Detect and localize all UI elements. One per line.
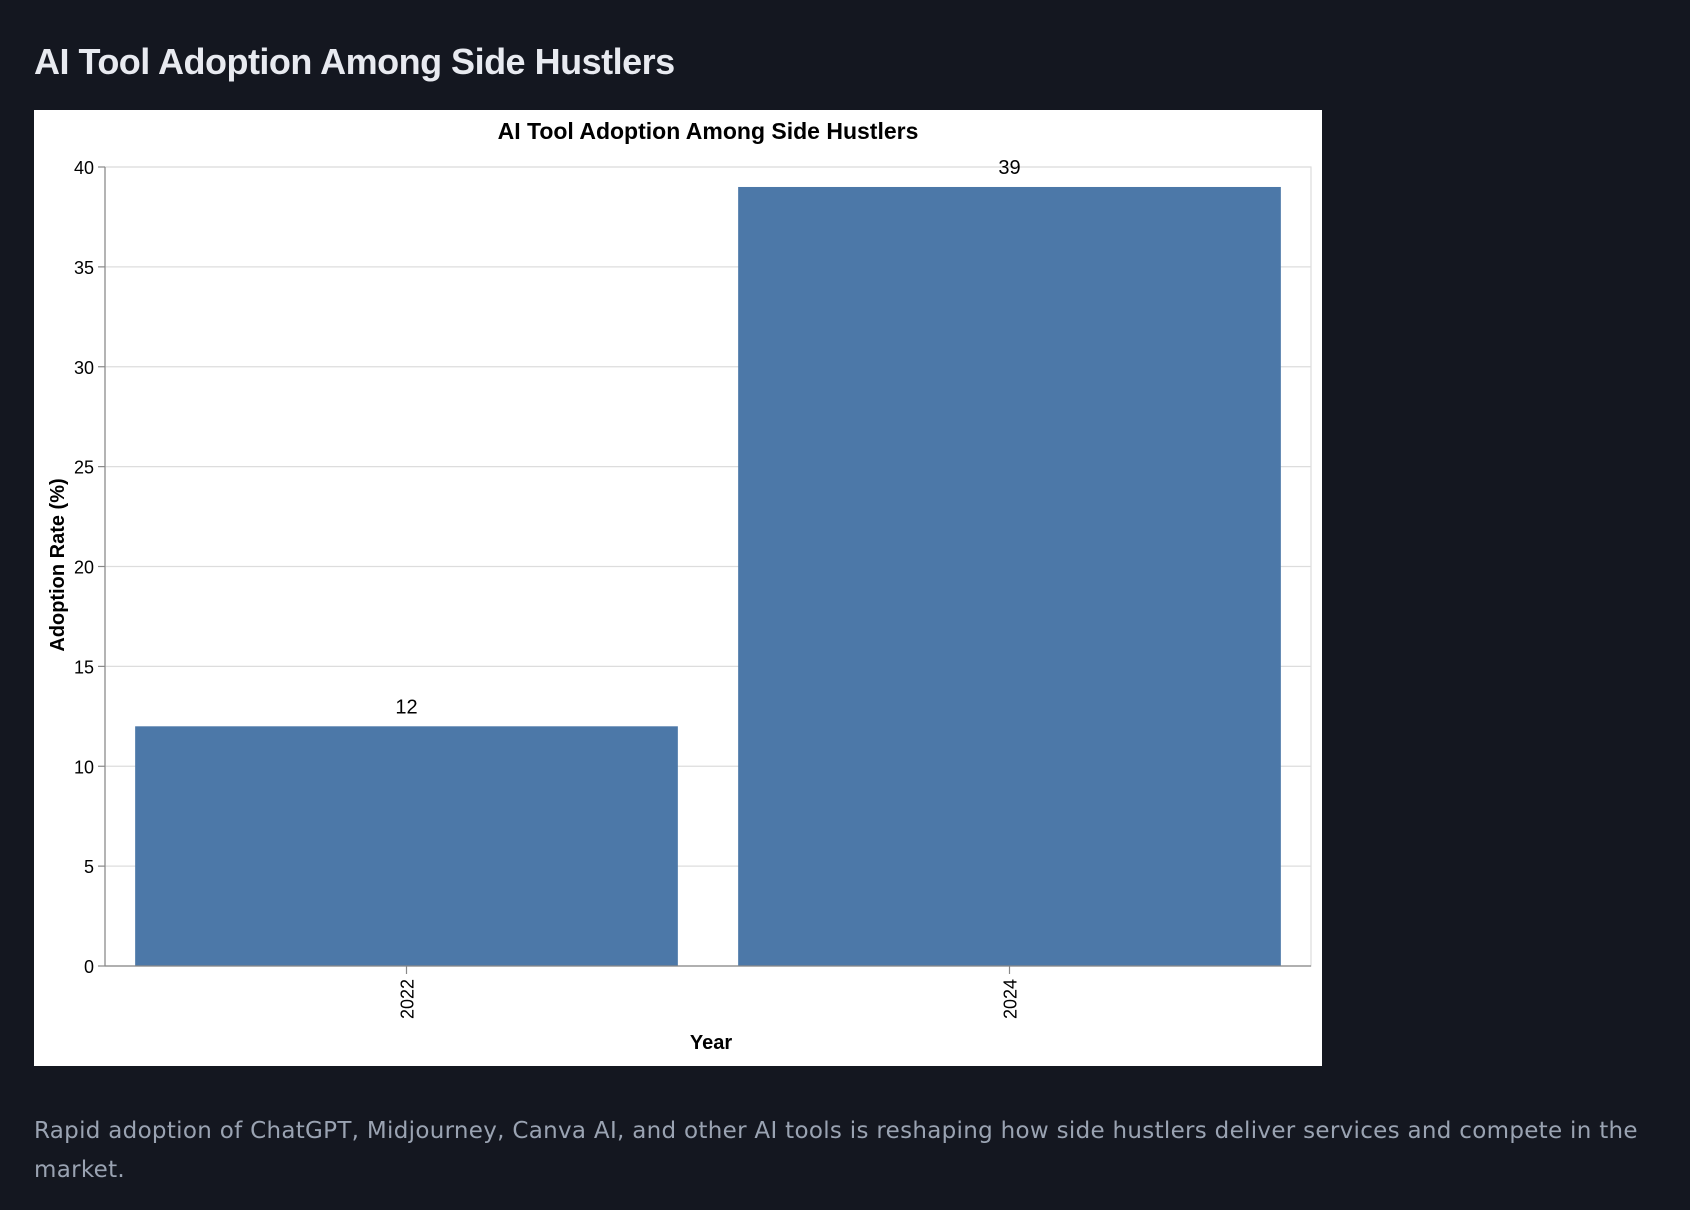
bar-chart: 0 5 10 15 20 25 30 35 40 2022 2024 12 39 AI Tool Ad… [47, 118, 1312, 1054]
bar-2024 [738, 186, 1281, 967]
x-tick-label: 2022 [398, 979, 418, 1019]
y-axis-title: Adoption Rate (%) [47, 478, 69, 651]
y-tick-label: 5 [84, 857, 94, 877]
y-tick-label: 30 [74, 358, 94, 378]
y-tick-label: 25 [74, 458, 94, 478]
y-tick-label: 20 [74, 558, 94, 578]
bar-value-label: 39 [998, 157, 1020, 179]
chart-card: 0 5 10 15 20 25 30 35 40 2022 2024 12 39 AI Tool Ad… [34, 110, 1322, 1066]
page-title: AI Tool Adoption Among Side Hustlers [34, 41, 675, 82]
bar-value-label: 12 [395, 696, 417, 718]
axes: 0 5 10 15 20 25 30 35 40 2022 2024 [74, 158, 1311, 1019]
y-tick-label: 15 [74, 657, 94, 677]
y-tick-label: 40 [74, 158, 94, 178]
bar-2022 [135, 726, 678, 966]
y-tick-label: 35 [74, 258, 94, 278]
y-tick-label: 0 [84, 957, 94, 977]
x-tick-label: 2024 [1001, 979, 1021, 1019]
chart-caption: Rapid adoption of ChatGPT, Midjourney, C… [34, 1118, 1638, 1183]
chart-title: AI Tool Adoption Among Side Hustlers [498, 118, 919, 144]
y-tick-label: 10 [74, 757, 94, 777]
x-axis-title: Year [690, 1032, 732, 1054]
data-labels: 12 39 [395, 157, 1020, 718]
bars [135, 186, 1281, 967]
